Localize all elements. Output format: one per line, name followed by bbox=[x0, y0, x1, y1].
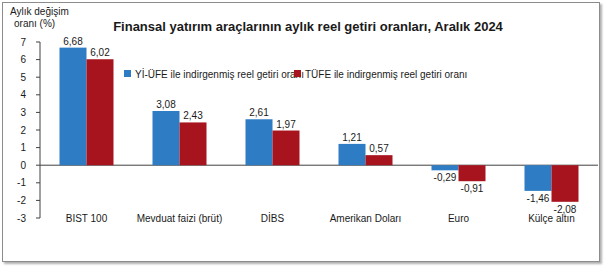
bar bbox=[339, 144, 366, 165]
baseline bbox=[40, 165, 598, 166]
y-tick-label: 5 bbox=[20, 72, 26, 83]
bar bbox=[180, 122, 207, 165]
data-label: 3,08 bbox=[156, 99, 176, 110]
y-tick bbox=[36, 218, 40, 219]
bar bbox=[366, 155, 393, 165]
y-tick-label: -2 bbox=[17, 195, 26, 206]
y-tick-label: -3 bbox=[17, 213, 26, 224]
data-label: 1,21 bbox=[342, 132, 362, 143]
y-tick-label: 4 bbox=[20, 89, 26, 100]
data-label: -1,46 bbox=[527, 193, 550, 204]
bar bbox=[153, 111, 180, 165]
y-tick-label: -1 bbox=[17, 177, 26, 188]
x-tick-label: Külçe altın bbox=[528, 213, 575, 224]
bar bbox=[432, 165, 459, 170]
bar bbox=[552, 165, 579, 202]
data-label: -0,91 bbox=[461, 183, 484, 194]
legend: Yİ-ÜFE ile indirgenmiş reel getiri oranı… bbox=[124, 68, 467, 80]
chart: Finansal yatırım araçlarının aylık reel … bbox=[0, 0, 604, 266]
y-tick bbox=[36, 200, 40, 201]
bars bbox=[60, 48, 579, 202]
y-tick bbox=[36, 77, 40, 78]
bar bbox=[525, 165, 552, 191]
x-tick-label: Mevduat faizi (brüt) bbox=[137, 213, 223, 224]
legend-swatch bbox=[294, 70, 301, 77]
data-label: 1,97 bbox=[276, 119, 296, 130]
y-tick bbox=[36, 94, 40, 95]
legend-swatch bbox=[124, 70, 131, 77]
y-tick bbox=[36, 182, 40, 183]
title: Finansal yatırım araçlarının aylık reel … bbox=[113, 19, 503, 34]
y-tick-label: 1 bbox=[20, 142, 26, 153]
y-tick-label: 6 bbox=[20, 54, 26, 65]
x-tick-label: Amerikan Doları bbox=[330, 213, 402, 224]
data-label: 0,57 bbox=[369, 143, 389, 154]
x-tick-label: BIST 100 bbox=[66, 213, 108, 224]
y-tick-label: 7 bbox=[20, 37, 26, 48]
y-tick bbox=[36, 147, 40, 148]
y-tick bbox=[36, 165, 40, 166]
legend-label: Yİ-ÜFE ile indirgenmiş reel getiri oranı bbox=[135, 68, 304, 80]
bar bbox=[273, 131, 300, 166]
y-tick-label: 3 bbox=[20, 107, 26, 118]
y-tick-label: 2 bbox=[20, 125, 26, 136]
bar bbox=[60, 48, 87, 166]
legend-label: TÜFE ile indirgenmiş reel getiri oranı bbox=[305, 69, 467, 80]
data-labels: 6,68 6,02 3,08 2,43 2,61 1,97 1,21 0,57 -0,29 -0,… bbox=[63, 36, 577, 215]
y-tick bbox=[36, 130, 40, 131]
y-tick bbox=[36, 42, 40, 43]
bar bbox=[246, 119, 273, 165]
data-label: 6,68 bbox=[63, 36, 83, 47]
data-label: 2,43 bbox=[183, 110, 203, 121]
y-tick bbox=[36, 59, 40, 60]
data-label: 2,61 bbox=[249, 107, 269, 118]
bar bbox=[87, 59, 114, 165]
x-tick-label: Euro bbox=[448, 213, 470, 224]
data-label: 6,02 bbox=[90, 47, 110, 58]
data-label: -0,29 bbox=[434, 172, 457, 183]
y-tick bbox=[36, 112, 40, 113]
x-tick-label: DİBS bbox=[261, 212, 285, 224]
y-axis-label: Aylık değişimoranı (%) bbox=[10, 6, 69, 29]
y-tick-label: 0 bbox=[20, 160, 26, 171]
bar bbox=[459, 165, 486, 181]
